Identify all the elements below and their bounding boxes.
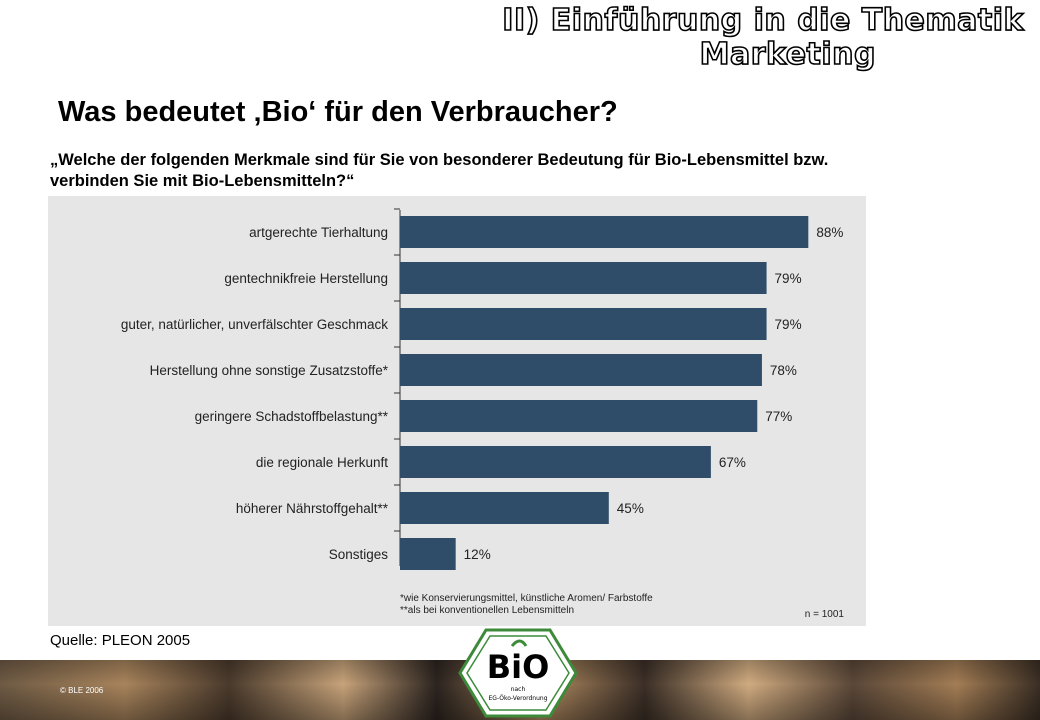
bar-7 <box>400 538 456 570</box>
value-label-2: 79% <box>775 317 802 332</box>
value-label-5: 67% <box>719 455 746 470</box>
bar-6 <box>400 492 609 524</box>
category-label-5: die regionale Herkunft <box>256 455 388 470</box>
category-label-3: Herstellung ohne sonstige Zusatzstoffe* <box>150 363 389 378</box>
section-header-line1: II) Einführung in die Thematik <box>501 3 1024 39</box>
section-header-line2: Marketing <box>699 37 876 73</box>
category-label-7: Sonstiges <box>329 547 389 562</box>
value-label-1: 79% <box>775 271 802 286</box>
bio-seal-logo: BiO nach EG-Öko-Verordnung <box>458 628 578 718</box>
footnote-1: *wie Konservierungsmittel, künstliche Ar… <box>400 593 653 604</box>
logo-text: BiO <box>487 648 550 686</box>
bar-0 <box>400 216 809 248</box>
source-note: Quelle: PLEON 2005 <box>50 632 191 649</box>
value-label-7: 12% <box>464 547 491 562</box>
bar-5 <box>400 446 711 478</box>
section-header: II) Einführung in die Thematik Marketing <box>501 3 1024 73</box>
page-title: Was bedeutet ‚Bio‘ für den Verbraucher? <box>58 96 618 128</box>
bar-3 <box>400 354 762 386</box>
bar-4 <box>400 400 758 432</box>
footnote-2: **als bei konventionellen Lebensmitteln <box>400 605 574 616</box>
category-label-2: guter, natürlicher, unverfälschter Gesch… <box>121 317 388 332</box>
value-label-4: 77% <box>765 409 792 424</box>
logo-subtext-2: EG-Öko-Verordnung <box>488 695 547 702</box>
bar-2 <box>400 308 767 340</box>
bar-1 <box>400 262 767 294</box>
value-label-3: 78% <box>770 363 797 378</box>
value-label-0: 88% <box>816 225 843 240</box>
sample-size-label: n = 1001 <box>805 609 845 620</box>
value-label-6: 45% <box>617 501 644 516</box>
copyright-note: © BLE 2006 <box>60 686 104 695</box>
category-label-1: gentechnikfreie Herstellung <box>224 271 388 286</box>
bar-chart: artgerechte Tierhaltung 88% gentechnikfrei… <box>48 196 866 626</box>
category-label-4: geringere Schadstoffbelastung** <box>195 409 389 424</box>
logo-subtext-1: nach <box>511 686 526 693</box>
bar-chart-svg: artgerechte Tierhaltung 88% gentechnikfrei… <box>121 208 845 620</box>
category-label-0: artgerechte Tierhaltung <box>249 225 388 240</box>
category-label-6: höherer Nährstoffgehalt** <box>236 501 389 516</box>
survey-question: „Welche der folgenden Merkmale sind für … <box>50 151 829 190</box>
